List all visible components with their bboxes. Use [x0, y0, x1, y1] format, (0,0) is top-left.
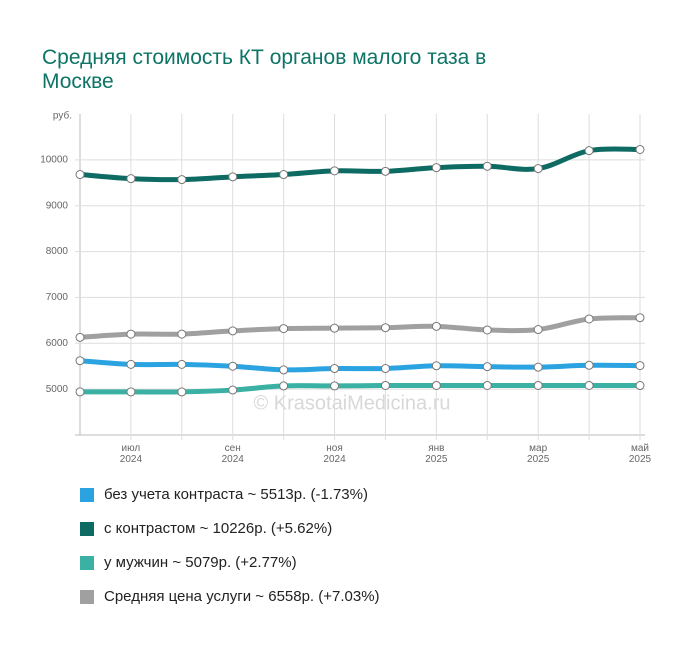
- point: [177, 175, 187, 185]
- point: [177, 359, 187, 369]
- point: [533, 362, 543, 372]
- y-tick-label: 7000: [46, 292, 69, 303]
- point: [635, 144, 645, 154]
- legend-label: с контрастом ~ 10226р. (+5.62%): [104, 520, 332, 537]
- x-tick-label: май 2025: [629, 443, 652, 465]
- point: [330, 364, 340, 374]
- legend-swatch: [80, 488, 94, 502]
- point: [228, 326, 238, 336]
- point: [279, 170, 289, 180]
- legend-swatch: [80, 590, 94, 604]
- point: [279, 324, 289, 334]
- point: [584, 360, 594, 370]
- point: [330, 323, 340, 333]
- point: [279, 381, 289, 391]
- point: [177, 329, 187, 339]
- point: [380, 323, 390, 333]
- point: [584, 314, 594, 324]
- point: [635, 313, 645, 323]
- point: [228, 361, 238, 371]
- y-tick-label: 10000: [40, 154, 68, 165]
- series-line: [77, 146, 643, 183]
- point: [431, 321, 441, 331]
- point: [126, 387, 136, 397]
- y-tick-label: 9000: [46, 200, 69, 211]
- point: [177, 387, 187, 397]
- point: [75, 170, 85, 180]
- point: [330, 166, 340, 176]
- point: [431, 163, 441, 173]
- point: [380, 166, 390, 176]
- point: [380, 364, 390, 374]
- point: [635, 381, 645, 391]
- point: [533, 380, 543, 390]
- point: [482, 380, 492, 390]
- y-tick-label: 8000: [46, 246, 69, 257]
- point: [279, 365, 289, 375]
- watermark: © KrasotaiMedicina.ru: [253, 392, 450, 414]
- point: [533, 164, 543, 174]
- point: [75, 387, 85, 397]
- point: [126, 329, 136, 339]
- point: [380, 380, 390, 390]
- legend-swatch: [80, 556, 94, 570]
- point: [482, 161, 492, 171]
- point: [126, 359, 136, 369]
- point: [482, 325, 492, 335]
- point: [75, 332, 85, 342]
- point: [330, 381, 340, 391]
- point: [482, 362, 492, 372]
- y-axis-label: руб.: [53, 110, 72, 122]
- point: [431, 361, 441, 371]
- chart-title: Средняя стоимость КТ органов малого таза…: [42, 46, 486, 93]
- point: [584, 380, 594, 390]
- point: [126, 174, 136, 184]
- x-tick-label: ноя 2024: [323, 443, 346, 465]
- legend-label: у мужчин ~ 5079р. (+2.77%): [104, 554, 297, 571]
- point: [635, 361, 645, 371]
- x-tick-label: сен 2024: [222, 443, 245, 465]
- legend-label: без учета контраста ~ 5513р. (-1.73%): [104, 486, 368, 503]
- series-line: [77, 315, 643, 340]
- point: [228, 385, 238, 395]
- point: [584, 146, 594, 156]
- x-tick-label: мар 2025: [527, 443, 550, 465]
- x-tick-label: янв 2025: [425, 443, 448, 465]
- x-tick-label: июл 2024: [120, 443, 143, 465]
- series-line: [77, 358, 643, 373]
- point: [431, 380, 441, 390]
- y-tick-label: 6000: [46, 338, 69, 349]
- legend-label: Средняя цена услуги ~ 6558р. (+7.03%): [104, 588, 380, 605]
- point: [75, 356, 85, 366]
- point: [533, 325, 543, 335]
- legend-swatch: [80, 522, 94, 536]
- y-tick-label: 5000: [46, 384, 69, 395]
- point: [228, 172, 238, 182]
